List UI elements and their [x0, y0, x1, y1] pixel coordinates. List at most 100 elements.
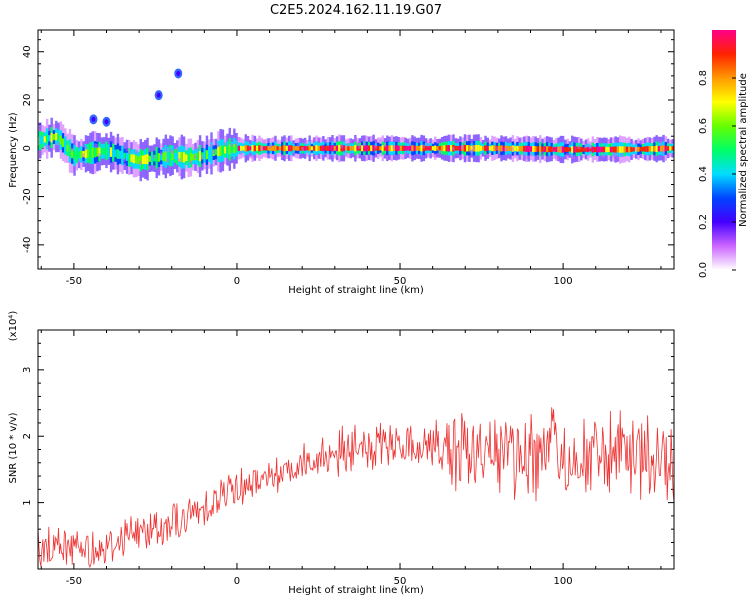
spectrogram-cell — [413, 145, 416, 152]
spectrogram-speckle — [358, 144, 362, 149]
spectrogram-cell — [64, 141, 67, 150]
spectrogram-cell — [438, 146, 442, 151]
spectrogram-cell — [404, 145, 407, 151]
spectrogram-cell — [118, 150, 122, 159]
spectrogram-cell — [269, 145, 273, 151]
spectrogram-cell — [491, 145, 494, 152]
spectrogram-speckle — [666, 153, 670, 158]
spectrogram-cell — [488, 146, 492, 151]
spectrogram-speckle — [269, 143, 273, 148]
spectrogram-cell — [331, 145, 334, 152]
spectrogram-cell — [68, 145, 72, 157]
spectrogram-cell — [271, 145, 275, 151]
spectrogram-y-tick-label: 0 — [22, 145, 33, 151]
spectrogram-cell — [518, 146, 521, 152]
spectrogram-cell — [310, 146, 314, 151]
spectrogram-cell — [598, 146, 601, 153]
spectrogram-cell — [39, 136, 42, 145]
spectrogram-cell — [93, 147, 97, 158]
spectrogram-speckle — [93, 143, 97, 148]
spectrogram-cell — [383, 145, 387, 151]
spectrogram-cell — [543, 146, 547, 152]
spectrogram-speckle — [152, 154, 156, 159]
spectrogram-speckle — [210, 143, 214, 148]
spectrogram-cell — [61, 138, 65, 148]
spectrogram-cell — [57, 133, 60, 141]
spectrogram-speckle — [139, 160, 143, 165]
spectrogram-cell — [276, 146, 279, 151]
spectrogram-cell — [281, 145, 284, 152]
spectrogram-cell — [226, 145, 229, 154]
spectrogram-speckle — [45, 144, 49, 149]
spectrogram-cell — [571, 146, 574, 153]
spectrogram-cell — [593, 147, 597, 152]
spectrogram-speckle — [495, 146, 499, 151]
spectrogram-cell — [96, 147, 99, 157]
spectrogram-cell — [292, 146, 295, 151]
spectrogram-speckle — [463, 140, 467, 145]
spectrogram-speckle — [237, 137, 241, 142]
spectrogram-speckle — [383, 143, 387, 148]
spectrogram-cell — [354, 145, 357, 152]
spectrogram-cell — [577, 146, 581, 153]
snr-frame — [37, 329, 675, 570]
spectrogram-speckle — [127, 149, 131, 154]
spectrogram-cell — [308, 145, 311, 152]
spectrogram-cell — [660, 145, 663, 152]
spectrogram-cell — [255, 145, 259, 151]
spectrogram-cell — [545, 146, 549, 153]
spectrogram-speckle — [589, 144, 593, 149]
spectrogram-cell — [390, 145, 394, 152]
snr-multiplier-label: (x10⁴) — [8, 311, 19, 342]
spectrogram-blob-core — [91, 116, 96, 122]
spectrogram-cell — [427, 146, 430, 151]
spectrogram-cell — [591, 146, 594, 153]
spectrogram-cell — [655, 145, 658, 152]
spectrogram-cell — [600, 146, 604, 153]
colorbar-tick-labels: 0.0 0.2 0.4 0.6 0.8 — [698, 70, 736, 278]
spectrogram-cell — [239, 145, 243, 151]
spectrogram-cell — [607, 147, 610, 152]
snr-series-line — [38, 407, 674, 568]
spectrogram-speckle — [328, 153, 332, 158]
spectrogram-cell — [326, 145, 330, 151]
spectrogram-cell — [333, 145, 336, 151]
spectrogram-speckle — [125, 147, 129, 152]
spectrogram-speckle — [641, 139, 645, 144]
spectrogram-cell — [637, 146, 640, 152]
spectrogram-speckle — [433, 153, 437, 158]
spectrogram-speckle — [584, 144, 588, 149]
spectrogram-cell — [484, 145, 487, 152]
spectrogram-cell — [313, 145, 316, 151]
spectrogram-speckle — [159, 151, 163, 156]
spectrogram-y-tick-label: -20 — [22, 188, 33, 204]
spectrogram-cell — [568, 147, 572, 152]
spectrogram-cell — [573, 146, 576, 153]
spectrogram-speckle — [216, 143, 220, 148]
spectrogram-speckle — [246, 137, 250, 142]
snr-y-axis-label: SNR (10 * v/v) — [8, 412, 19, 483]
spectrogram-cell — [420, 145, 423, 152]
spectrogram-cell — [219, 145, 222, 156]
spectrogram-cell — [596, 146, 599, 153]
spectrogram-cell — [548, 146, 551, 153]
spectrogram-cell — [580, 146, 583, 153]
spectrogram-cell — [134, 155, 138, 164]
spectrogram-cell — [235, 144, 238, 152]
spectrogram-speckle — [251, 154, 255, 159]
spectrogram-cell — [287, 145, 291, 152]
colorbar-tick-label: 0.0 — [698, 262, 709, 278]
spectrogram-x-axis-label: Height of straight line (km) — [288, 285, 424, 296]
spectrogram-speckle — [230, 142, 234, 147]
spectrogram-cell — [429, 145, 432, 151]
spectrogram-cell — [527, 145, 531, 152]
spectrogram-cell — [669, 146, 672, 151]
spectrogram-cell — [347, 145, 350, 151]
spectrogram-cell — [43, 136, 47, 143]
spectrogram-speckle — [296, 142, 300, 147]
spectrogram-speckle — [273, 154, 277, 159]
spectrogram-cell — [233, 143, 236, 154]
spectrogram-cell — [525, 145, 528, 152]
chart-title: C2E5.2024.162.11.19.G07 — [270, 3, 442, 18]
spectrogram-cell — [402, 145, 405, 151]
